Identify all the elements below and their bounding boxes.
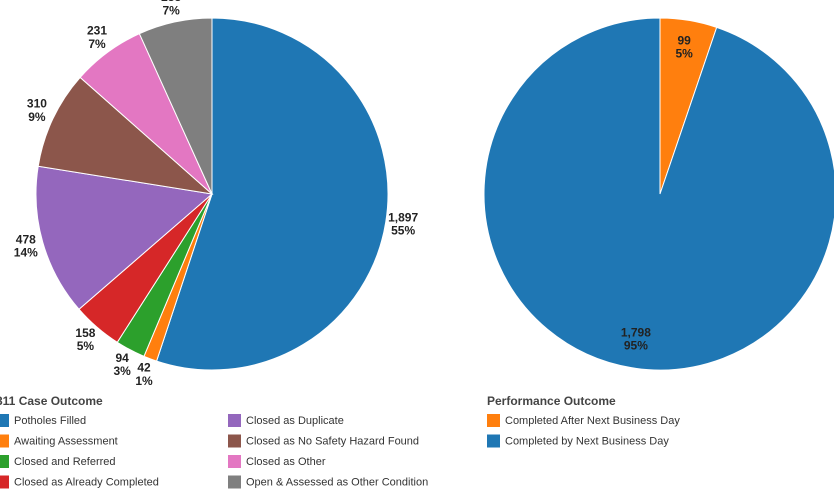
legend-title: Performance Outcome <box>487 394 616 408</box>
legend-label: Potholes Filled <box>14 415 86 427</box>
slice-label: 231 7% <box>87 24 107 51</box>
legend-label: Closed as No Safety Hazard Found <box>246 435 419 447</box>
legend-swatch <box>228 455 241 468</box>
value-label: 310 <box>27 97 47 111</box>
legend-swatch <box>228 434 241 448</box>
percent-label: 7% <box>162 4 180 18</box>
slice-label: 1,798 95% <box>621 325 651 352</box>
legend-label: Awaiting Assessment <box>14 435 118 447</box>
pie-slice <box>155 17 389 371</box>
slice-label: 94 3% <box>113 351 131 378</box>
legend-swatch <box>487 434 500 448</box>
slice-label: 2337% <box>161 0 181 18</box>
slice-label: 158 5% <box>75 326 95 353</box>
percent-label: 55% <box>391 224 415 238</box>
percent-label: 95% <box>624 339 648 353</box>
legend-swatch <box>0 414 9 427</box>
pie-slice <box>483 17 834 371</box>
legend-swatch <box>0 475 9 489</box>
pie-slice <box>37 76 214 195</box>
legend-title: 311 Case Outcome <box>0 394 103 408</box>
percent-label: 1% <box>135 374 153 388</box>
percent-label: 7% <box>88 37 106 51</box>
legend-swatch <box>228 475 241 489</box>
value-label: 233 <box>161 0 181 4</box>
value-label: 1,798 <box>621 325 651 339</box>
percent-label: 5% <box>77 339 95 353</box>
value-label: 94 <box>115 351 129 365</box>
percent-label: 14% <box>14 246 38 260</box>
slice-label: 310 9% <box>27 97 47 124</box>
legend-label: Closed as Other <box>246 456 326 468</box>
legend-label: Closed and Referred <box>14 456 116 468</box>
value-label: 42 <box>137 361 151 375</box>
slice-label: 99 5% <box>675 34 693 61</box>
value-label: 478 <box>16 233 36 247</box>
value-label: 99 <box>677 34 691 48</box>
legend-swatch <box>0 455 9 468</box>
legend-swatch <box>487 414 500 427</box>
legend-swatch <box>228 414 241 427</box>
pie-slice <box>138 17 213 195</box>
slice-label: 1,897 55% <box>388 210 418 237</box>
legend-label: Completed by Next Business Day <box>505 435 669 447</box>
slice-label: 42 1% <box>135 361 153 388</box>
percent-label: 9% <box>28 110 46 124</box>
value-label: 231 <box>87 24 107 38</box>
value-label: 1,897 <box>388 210 418 224</box>
legend-swatch <box>0 434 9 448</box>
pie-slice <box>35 165 214 310</box>
slice-label: 478 14% <box>14 233 38 260</box>
value-label: 158 <box>75 326 95 340</box>
percent-label: 3% <box>113 364 131 378</box>
legend-label: Completed After Next Business Day <box>505 415 680 427</box>
legend-label: Closed as Already Completed <box>14 476 159 488</box>
percent-label: 5% <box>675 47 693 61</box>
legend-label: Closed as Duplicate <box>246 415 344 427</box>
legend-label: Open & Assessed as Other Condition <box>246 476 428 488</box>
